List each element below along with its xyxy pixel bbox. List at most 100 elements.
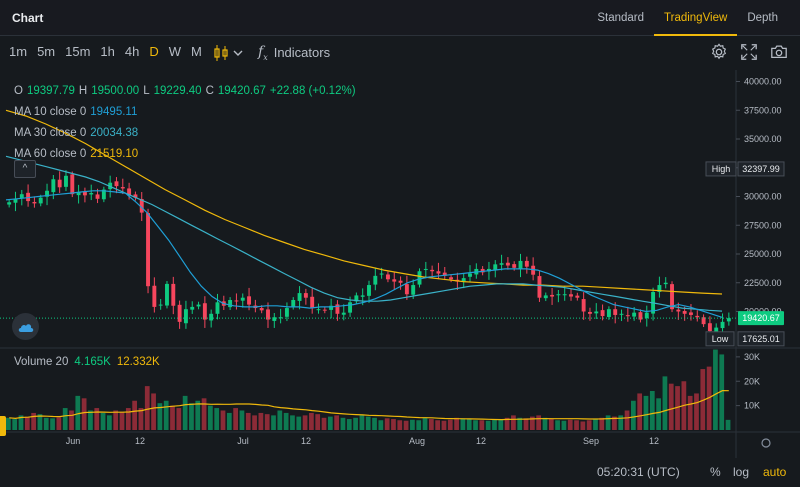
candle-body bbox=[493, 264, 498, 271]
volume-bar bbox=[580, 421, 586, 430]
time-axis-label: Jun bbox=[66, 436, 81, 446]
axis-settings-icon[interactable] bbox=[761, 438, 771, 448]
volume-bar bbox=[694, 393, 699, 430]
volume-bar bbox=[327, 416, 333, 430]
candle-body bbox=[423, 268, 428, 270]
candle-body bbox=[354, 295, 359, 302]
volume-bar bbox=[119, 411, 125, 430]
candle-body bbox=[303, 293, 308, 298]
volume-bar bbox=[498, 419, 504, 430]
volume-bar bbox=[403, 420, 409, 430]
volume-bar bbox=[271, 415, 276, 430]
tab-standard[interactable]: Standard bbox=[597, 12, 645, 24]
tab-tradingview[interactable]: TradingView bbox=[654, 0, 738, 36]
interval-w[interactable]: W bbox=[168, 44, 182, 59]
volume-bar bbox=[725, 419, 731, 430]
candle-body bbox=[26, 192, 31, 202]
chart-type-selector[interactable] bbox=[213, 44, 243, 62]
candle-body bbox=[348, 302, 353, 313]
interval-15m[interactable]: 15m bbox=[65, 44, 91, 59]
volume-bar bbox=[637, 393, 643, 430]
percent-scale-toggle[interactable]: % bbox=[710, 465, 721, 479]
candle-body bbox=[139, 199, 144, 213]
volume-bar bbox=[359, 415, 365, 430]
candle-body bbox=[524, 260, 529, 267]
candle-body bbox=[146, 213, 151, 287]
high-tag-label: High bbox=[712, 164, 731, 174]
candle-body bbox=[379, 273, 384, 275]
candle-body bbox=[335, 304, 340, 314]
candle-body bbox=[171, 283, 176, 306]
volume-bar bbox=[309, 412, 314, 430]
candle-body bbox=[158, 304, 163, 306]
candle-body bbox=[531, 265, 536, 275]
volume-bar bbox=[125, 408, 131, 430]
candle-body bbox=[310, 296, 315, 309]
candle-body bbox=[127, 188, 132, 196]
tradingview-logo[interactable] bbox=[12, 313, 39, 340]
interval-1h[interactable]: 1h bbox=[100, 44, 115, 59]
candle-body bbox=[707, 323, 712, 332]
price-tick-label: 22500.00 bbox=[744, 278, 782, 288]
candle-body bbox=[562, 294, 567, 296]
scroll-left-handle[interactable] bbox=[0, 416, 6, 436]
interval-1m[interactable]: 1m bbox=[9, 44, 28, 59]
volume-legend: Volume 20 4.165K 12.332K bbox=[14, 356, 160, 368]
volume-bar bbox=[624, 410, 630, 430]
candle-body bbox=[297, 293, 302, 301]
candle-body bbox=[82, 191, 87, 196]
price-tick-label: 27500.00 bbox=[744, 220, 782, 230]
volume-bar bbox=[277, 410, 283, 430]
volume-bar bbox=[113, 410, 119, 430]
volume-bar bbox=[157, 403, 163, 430]
chevron-down-icon bbox=[233, 50, 243, 56]
volume-bar bbox=[226, 412, 232, 430]
interval-5m[interactable]: 5m bbox=[37, 44, 56, 59]
volume-bar bbox=[201, 398, 207, 430]
volume-bar bbox=[599, 417, 605, 430]
log-scale-toggle[interactable]: log bbox=[733, 465, 750, 479]
tab-depth[interactable]: Depth bbox=[747, 12, 778, 24]
candle-body bbox=[543, 295, 548, 299]
chart-toolbar: 1m 5m 15m 1h 4h D W M fx Indicators bbox=[0, 36, 800, 70]
high-tag-box bbox=[705, 161, 737, 177]
interval-m[interactable]: M bbox=[191, 44, 202, 59]
volume-bar bbox=[12, 419, 18, 430]
volume-bar bbox=[69, 410, 74, 430]
candle-body bbox=[234, 300, 239, 302]
volume-bar bbox=[208, 405, 213, 430]
volume-bar bbox=[485, 420, 491, 430]
volume-bar bbox=[290, 415, 295, 430]
volume-bar bbox=[612, 416, 617, 430]
volume-bar bbox=[719, 354, 725, 430]
low-value-box bbox=[737, 331, 785, 347]
close-value: 19420.67 bbox=[217, 84, 266, 97]
time-axis-label: 12 bbox=[301, 436, 311, 446]
legend-collapse-button[interactable]: ^ bbox=[14, 160, 36, 178]
volume-bar bbox=[416, 420, 422, 430]
candle-body bbox=[436, 271, 441, 274]
candle-body bbox=[600, 310, 605, 317]
interval-4h[interactable]: 4h bbox=[124, 44, 140, 59]
fullscreen-icon[interactable] bbox=[740, 43, 758, 61]
auto-scale-toggle[interactable]: auto bbox=[763, 465, 787, 479]
candle-body bbox=[202, 303, 207, 320]
candle-body bbox=[183, 309, 188, 324]
candle-body bbox=[76, 191, 81, 196]
volume-bar bbox=[88, 410, 93, 430]
volume-bar bbox=[511, 415, 516, 430]
volume-bar bbox=[435, 420, 441, 430]
candle-body bbox=[606, 309, 611, 318]
indicators-button[interactable]: fx Indicators bbox=[258, 44, 330, 62]
camera-icon[interactable] bbox=[770, 43, 788, 61]
cloud-logo-icon bbox=[18, 323, 33, 332]
volume-bar bbox=[264, 414, 270, 430]
volume-bar bbox=[422, 417, 428, 430]
candle-body bbox=[101, 189, 106, 200]
candle-body bbox=[632, 312, 637, 317]
price-chart[interactable]: 40000.0037500.0035000.0032500.0030000.00… bbox=[0, 70, 800, 487]
ma60-row: MA 60 close 0 21519.10 bbox=[14, 143, 356, 164]
interval-d[interactable]: D bbox=[149, 44, 159, 59]
settings-gear-icon[interactable] bbox=[710, 43, 728, 61]
candle-body bbox=[644, 312, 649, 319]
